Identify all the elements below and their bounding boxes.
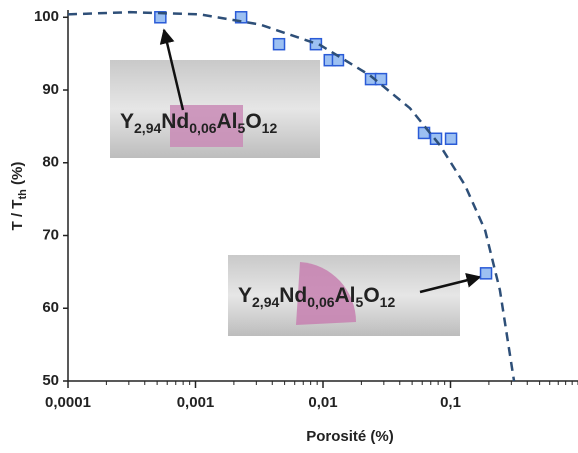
formula-part: 2,94 <box>134 120 161 136</box>
y-tick-label: 100 <box>34 8 59 25</box>
y-axis-label-part: th <box>17 189 29 200</box>
arrow <box>159 28 185 111</box>
y-axis-label-part: (%) <box>9 162 26 190</box>
formula-part: O <box>245 110 261 133</box>
x-tick-label: 0,01 <box>308 394 337 411</box>
data-point <box>374 72 388 86</box>
formula-part: 0,06 <box>307 294 334 310</box>
formula-label: Y2,94Nd0,06Al5O12 <box>238 284 395 310</box>
formula-part: 0,06 <box>189 120 216 136</box>
y-tick-label: 90 <box>42 81 59 98</box>
y-tick-label: 50 <box>42 372 59 389</box>
formula-part: 2,94 <box>252 294 279 310</box>
insets <box>110 28 482 336</box>
formula-part: O <box>363 284 379 307</box>
arrow <box>419 272 482 294</box>
data-point <box>272 37 286 51</box>
x-tick-label: 0,001 <box>177 394 215 411</box>
x-axis-label: Porosité (%) <box>306 428 394 445</box>
formula-part: 5 <box>238 120 246 136</box>
formula-part: 12 <box>380 294 396 310</box>
formula-part: 5 <box>356 294 364 310</box>
x-tick-label: 0,1 <box>440 394 461 411</box>
formula-part: Al <box>335 284 356 307</box>
y-tick-label: 70 <box>42 226 59 243</box>
data-point <box>154 11 167 24</box>
formula-part: Al <box>217 110 238 133</box>
data-point <box>479 267 493 280</box>
y-tick-label: 60 <box>42 299 59 316</box>
formula-part: Y <box>238 284 252 307</box>
sample <box>170 105 243 147</box>
x-tick-label: 0,0001 <box>45 394 91 411</box>
y-axis-label-part: T / T <box>9 200 26 231</box>
y-tick-label: 80 <box>42 154 59 171</box>
fit-curve <box>67 10 516 382</box>
y-axis-label: T / Tth (%) <box>9 162 29 231</box>
formula-part: 12 <box>262 120 278 136</box>
formula-label: Y2,94Nd0,06Al5O12 <box>120 110 277 136</box>
formula-part: Y <box>120 110 134 133</box>
sample <box>296 262 357 325</box>
data-point <box>444 132 458 146</box>
formula-part: Nd <box>161 110 189 133</box>
data-point <box>234 11 248 24</box>
data-point <box>309 37 323 51</box>
formula-part: Nd <box>279 284 307 307</box>
